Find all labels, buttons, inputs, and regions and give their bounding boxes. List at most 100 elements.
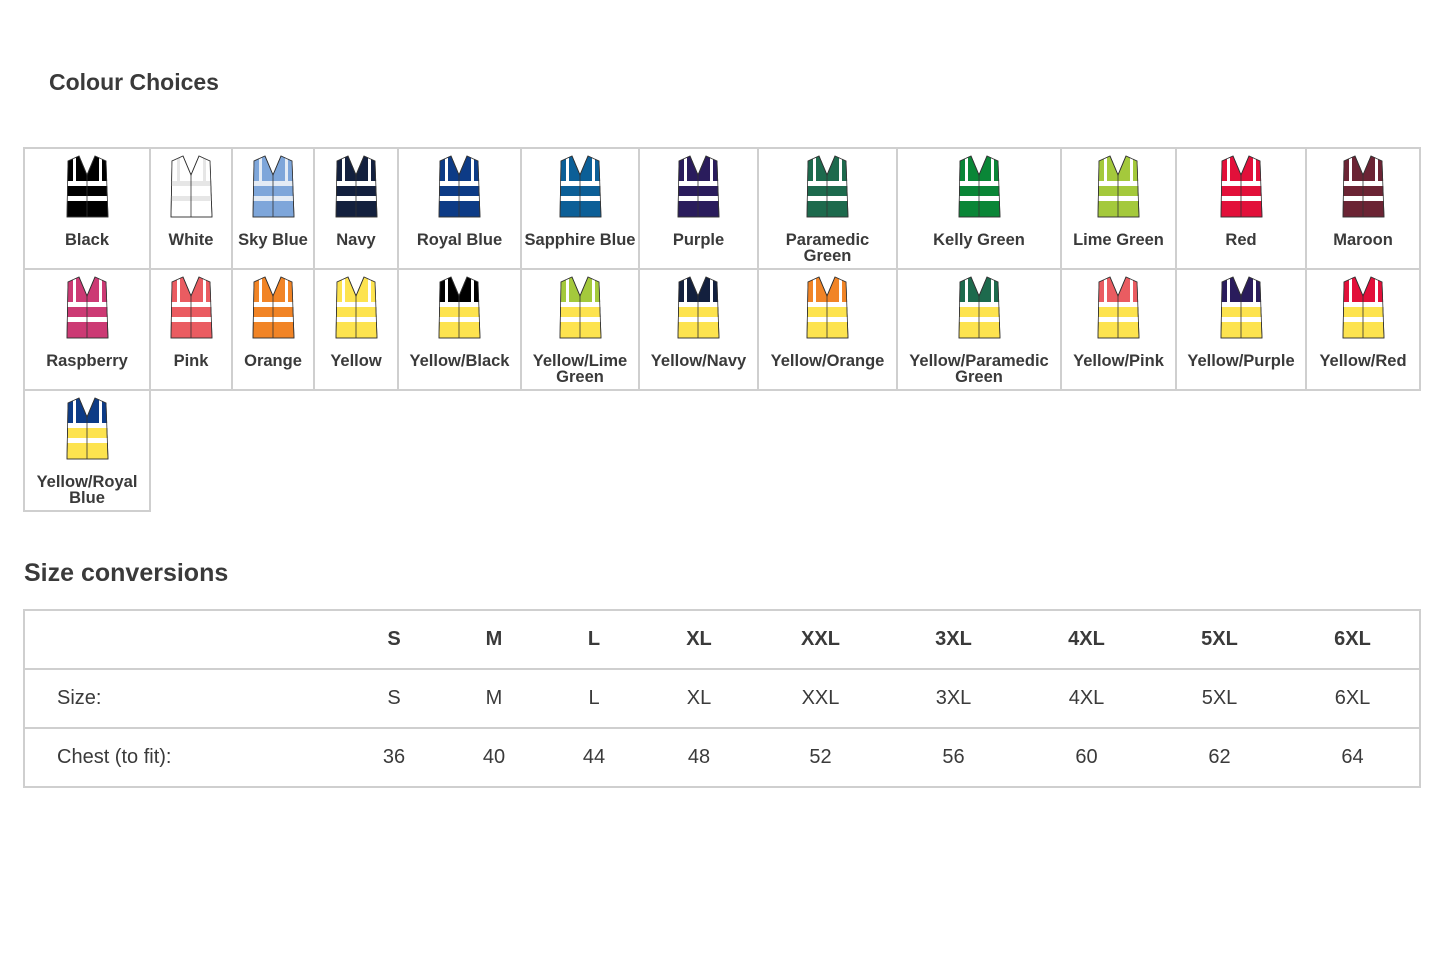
swatch-label: Yellow/Paramedic Green	[909, 352, 1049, 386]
swatch-row: Black White Sky Blue Navy Royal Blue Sapphire…	[23, 147, 1421, 270]
vest-icon	[170, 276, 212, 339]
colour-swatch: Yellow/Red	[1305, 268, 1421, 391]
colour-swatch: Sky Blue	[231, 147, 315, 270]
size-header-cell: M	[444, 609, 544, 670]
colour-swatch: Yellow/Pink	[1060, 268, 1177, 391]
colour-swatch: Royal Blue	[397, 147, 522, 270]
swatch-label: White	[168, 231, 214, 249]
size-row: Size: S M L XL XXL 3XL 4XL 5XL 6XL	[23, 668, 1421, 729]
vest-icon	[335, 276, 377, 339]
size-conversions-heading: Size conversions	[24, 559, 229, 587]
colour-swatch: Yellow/Royal Blue	[23, 389, 151, 512]
vest-icon	[1220, 155, 1262, 218]
colour-swatch: Paramedic Green	[757, 147, 898, 270]
swatch-row: Yellow/Royal Blue	[23, 389, 1420, 512]
swatch-label: Navy	[336, 231, 376, 249]
vest-icon	[958, 155, 1000, 218]
vest-icon	[1220, 276, 1262, 339]
swatch-label: Yellow/Purple	[1187, 352, 1295, 370]
vest-icon	[66, 276, 108, 339]
colour-swatch: Yellow/Navy	[638, 268, 759, 391]
chest-cell: 64	[1286, 727, 1421, 788]
empty-cell	[1306, 390, 1420, 511]
size-header-row: S M L XL XXL 3XL 4XL 5XL 6XL	[23, 609, 1421, 670]
chest-cell: 52	[754, 727, 887, 788]
swatch-label: Raspberry	[46, 352, 128, 370]
empty-cell	[897, 390, 1061, 511]
vest-icon	[1097, 155, 1140, 218]
swatch-label: Sky Blue	[238, 231, 308, 249]
swatch-label: Yellow/Black	[409, 352, 510, 370]
size-cell: L	[544, 668, 644, 729]
colour-swatch: Raspberry	[23, 268, 151, 391]
chest-cell: 62	[1153, 727, 1286, 788]
colour-swatch: Kelly Green	[896, 147, 1062, 270]
colour-swatch: Yellow/Lime Green	[520, 268, 640, 391]
size-header-cell: 4XL	[1020, 609, 1153, 670]
colour-swatch: Red	[1175, 147, 1307, 270]
swatch-label: Yellow	[330, 352, 382, 370]
size-header-cell	[23, 609, 344, 670]
size-header-cell: 5XL	[1153, 609, 1286, 670]
colour-swatch: Black	[23, 147, 151, 270]
chest-cell: 40	[444, 727, 544, 788]
vest-icon	[438, 155, 481, 218]
colour-swatch: White	[149, 147, 233, 270]
size-header-cell: XL	[644, 609, 754, 670]
vest-icon	[559, 276, 601, 339]
size-cell: XL	[644, 668, 754, 729]
vest-icon	[438, 276, 481, 339]
vest-icon	[252, 276, 294, 339]
size-cell: XXL	[754, 668, 887, 729]
colour-swatch-grid: Black White Sky Blue Navy Royal Blue Sapphire…	[23, 147, 1421, 512]
size-header-cell: L	[544, 609, 644, 670]
colour-swatch: Yellow/Paramedic Green	[896, 268, 1062, 391]
swatch-label: Lime Green	[1073, 231, 1164, 249]
chest-cell: 36	[344, 727, 444, 788]
swatch-label: Yellow/Lime Green	[532, 352, 628, 386]
swatch-label: Yellow/Red	[1319, 352, 1407, 370]
size-cell: 4XL	[1020, 668, 1153, 729]
size-header-cell: XXL	[754, 609, 887, 670]
swatch-label: Royal Blue	[416, 231, 503, 249]
empty-cell	[398, 390, 521, 511]
vest-icon	[66, 155, 108, 218]
size-row-label: Size:	[23, 668, 344, 729]
size-cell: 6XL	[1286, 668, 1421, 729]
colour-swatch: Sapphire Blue	[520, 147, 640, 270]
chest-cell: 44	[544, 727, 644, 788]
vest-icon	[958, 276, 1000, 339]
vest-icon	[559, 155, 601, 218]
swatch-label: Kelly Green	[933, 231, 1025, 249]
colour-swatch: Navy	[313, 147, 399, 270]
size-header-cell: S	[344, 609, 444, 670]
empty-cell	[521, 390, 639, 511]
vest-icon	[252, 155, 294, 218]
size-header-cell: 3XL	[887, 609, 1020, 670]
vest-icon	[335, 155, 377, 218]
chest-cell: 60	[1020, 727, 1153, 788]
size-cell: 5XL	[1153, 668, 1286, 729]
colour-swatch: Yellow	[313, 268, 399, 391]
swatch-label: Yellow/Royal Blue	[36, 473, 138, 507]
colour-swatch: Orange	[231, 268, 315, 391]
vest-icon	[806, 276, 849, 339]
vest-icon	[806, 155, 849, 218]
empty-cell	[758, 390, 897, 511]
empty-cell	[1176, 390, 1306, 511]
swatch-row: Raspberry Pink Orange Yellow Yellow/Black Yel…	[23, 268, 1421, 391]
chest-row-label: Chest (to fit):	[23, 727, 344, 788]
empty-cell	[1061, 390, 1176, 511]
swatch-label: Sapphire Blue	[524, 231, 636, 249]
vest-icon	[66, 397, 108, 460]
colour-swatch: Yellow/Purple	[1175, 268, 1307, 391]
colour-swatch: Maroon	[1305, 147, 1421, 270]
chest-row: Chest (to fit): 36 40 44 48 52 56 60 62 …	[23, 727, 1421, 788]
size-cell: S	[344, 668, 444, 729]
empty-cell	[232, 390, 314, 511]
swatch-label: Red	[1225, 231, 1257, 249]
size-cell: 3XL	[887, 668, 1020, 729]
swatch-label: Yellow/Orange	[770, 352, 885, 370]
swatch-label: Black	[64, 231, 110, 249]
swatch-label: Yellow/Navy	[650, 352, 747, 370]
